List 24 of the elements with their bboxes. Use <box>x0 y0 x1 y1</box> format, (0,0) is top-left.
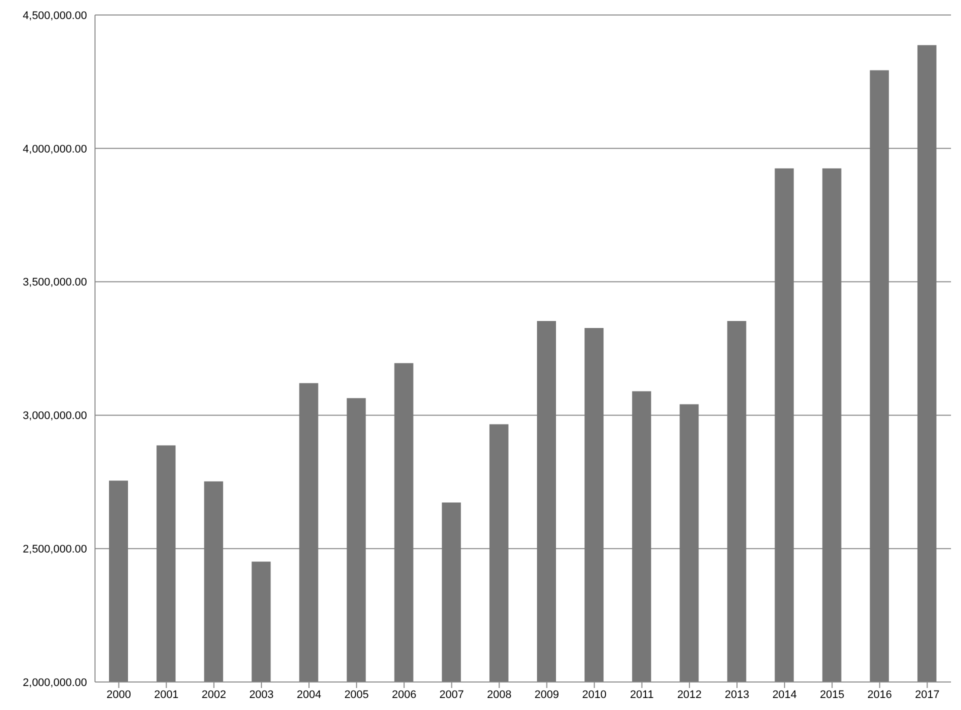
y-tick-label: 4,000,000.00 <box>22 143 87 156</box>
x-tick-label: 2013 <box>724 688 750 701</box>
x-tick-label: 2000 <box>106 688 132 701</box>
y-tick-label: 3,000,000.00 <box>22 410 87 422</box>
y-tick-label: 2,000,000.00 <box>22 676 87 689</box>
x-tick-label: 2014 <box>772 688 797 701</box>
y-tick-label: 4,500,000.00 <box>22 10 87 22</box>
x-tick-label: 2007 <box>439 688 464 701</box>
x-tick-label: 2004 <box>296 688 322 701</box>
x-tick-label: 2012 <box>677 688 702 701</box>
x-tick-label: 2005 <box>344 688 369 701</box>
x-tick-label: 2006 <box>392 688 416 701</box>
x-tick-label: 2009 <box>534 688 560 701</box>
x-tick-label: 2017 <box>914 688 940 701</box>
x-tick-label: 2011 <box>630 688 654 701</box>
y-tick-label: 3,500,000.00 <box>22 276 87 289</box>
x-tick-label: 2003 <box>249 688 274 701</box>
x-tick-label: 2016 <box>867 688 892 701</box>
x-tick-label: 2010 <box>582 688 607 701</box>
x-tick-label: 2015 <box>820 688 844 701</box>
x-tick-label: 2008 <box>486 688 512 701</box>
y-tick-label: 2,500,000.00 <box>22 544 87 556</box>
x-tick-label: 2001 <box>154 688 179 701</box>
x-tick-label: 2002 <box>202 688 226 701</box>
